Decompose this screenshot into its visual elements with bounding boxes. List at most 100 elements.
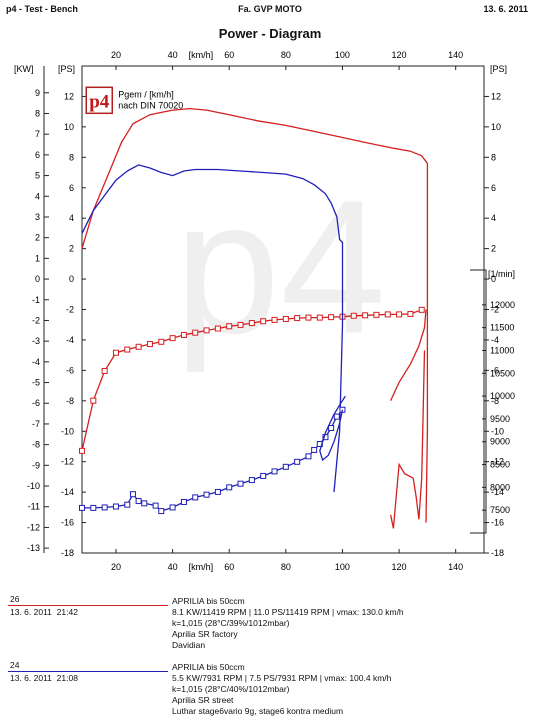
series-26-marker: [180, 331, 187, 338]
x-tick-label-top: 100: [335, 50, 350, 60]
ps-unit-label-left: [PS]: [58, 64, 75, 74]
kw-tick-label: 5: [35, 171, 40, 181]
ps-tick-label-right: 2: [491, 244, 496, 254]
kw-tick-label: 8: [35, 108, 40, 118]
header-right: 13. 6. 2011: [483, 4, 528, 14]
series-26-marker: [146, 341, 153, 348]
series-24-power-line: [81, 164, 344, 493]
series-24-rpm-line: [82, 409, 343, 512]
series-24-marker: [203, 491, 210, 498]
ps-tick-label-right: -6: [491, 365, 499, 375]
x-tick-label-top: 40: [168, 50, 178, 60]
series-26-marker: [396, 311, 403, 318]
ps-tick-label-left: -14: [61, 487, 74, 497]
kw-tick-label: 0: [35, 274, 40, 284]
ps-tick-label-right: 4: [491, 213, 496, 223]
kw-tick-label: -10: [27, 481, 40, 491]
kw-tick-label: 3: [35, 212, 40, 222]
ps-tick-label-right: -12: [491, 457, 504, 467]
rpm-unit-label: [1/min]: [488, 269, 515, 279]
series-24-marker: [124, 501, 131, 508]
legend-date-26: 13. 6. 2011 21:42: [10, 607, 78, 617]
ps-tick-label-left: 4: [69, 213, 74, 223]
series-24-marker: [305, 453, 312, 460]
kw-tick-label: -6: [32, 398, 40, 408]
kw-tick-label: -7: [32, 419, 40, 429]
x-tick-label-bottom: 60: [224, 562, 234, 572]
x-tick-label-bottom: 40: [168, 562, 178, 572]
rpm-axis-bracket: [470, 269, 487, 534]
ps-tick-label-left: 2: [69, 244, 74, 254]
rpm-tick-label: 12000: [490, 300, 515, 310]
rpm-tick-label: 10500: [490, 368, 515, 378]
x-tick-label-bottom: 20: [111, 562, 121, 572]
series-26-marker: [158, 338, 165, 345]
kw-tick-label: -9: [32, 460, 40, 470]
ps-tick-label-right: -2: [491, 305, 499, 315]
ps-tick-label-right: -10: [491, 426, 504, 436]
kw-tick-label: -8: [32, 440, 40, 450]
header-center: Fa. GVP MOTO: [238, 4, 302, 14]
series-24-marker: [141, 500, 148, 507]
series-24-marker: [214, 488, 221, 495]
logo-box: [85, 86, 113, 115]
rpm-tick-label: 11000: [490, 345, 514, 355]
series-26-marker: [328, 314, 335, 321]
kw-tick-label: -11: [28, 502, 40, 512]
ps-tick-label-left: -4: [66, 335, 74, 345]
series-26-marker: [226, 323, 233, 330]
chart-title: Power - Diagram: [218, 26, 322, 41]
kw-tick-label: -3: [32, 336, 40, 346]
ps-tick-label-left: 8: [69, 152, 74, 162]
rpm-tick-label: 11500: [490, 323, 514, 333]
series-24-marker: [158, 508, 165, 515]
series-26-marker: [112, 349, 119, 356]
series-26-marker: [214, 325, 221, 332]
ps-tick-label-right: -18: [491, 548, 504, 558]
series-24-marker: [294, 458, 301, 465]
series-24-marker: [135, 498, 142, 505]
series-26-marker: [79, 447, 85, 454]
ps-tick-label-right: 10: [491, 122, 501, 132]
ps-unit-label-right: [PS]: [490, 64, 507, 74]
ps-tick-label-right: 12: [491, 91, 501, 101]
ps-tick-label-left: -10: [61, 426, 74, 436]
rpm-tick-label: 9500: [490, 414, 510, 424]
legend-line-26: [8, 605, 168, 606]
ps-tick-label-left: -18: [61, 548, 74, 558]
legend-date-24: 13. 6. 2011 21:08: [10, 673, 78, 683]
x-tick-label-top: 120: [392, 50, 407, 60]
ps-tick-label-left: 12: [64, 91, 74, 101]
kw-tick-label: 7: [35, 129, 40, 139]
legend-details-26: APRILIA bis 50ccm 8.1 KW/11419 RPM | 11.…: [172, 596, 404, 650]
rpm-tick-label: 8000: [490, 482, 510, 492]
series-24-marker: [169, 504, 176, 511]
series-24-marker: [271, 468, 278, 475]
series-26-rpm-end-line: [390, 309, 427, 401]
logo-text: p4: [89, 91, 110, 112]
series-26-rpm-runout-line: [389, 350, 426, 529]
inset-line-2: nach DIN 70020: [118, 100, 183, 110]
series-24-marker: [282, 463, 289, 470]
rpm-tick-label: 10000: [490, 391, 515, 401]
series-24-marker: [226, 484, 233, 491]
series-26-marker: [350, 312, 357, 319]
series-26-marker: [169, 335, 176, 342]
x-tick-label-top: 140: [448, 50, 463, 60]
kw-tick-label: -1: [32, 295, 40, 305]
legend-line-24: [8, 671, 168, 672]
ps-tick-label-left: 6: [69, 183, 74, 193]
ps-tick-label-left: 0: [69, 274, 74, 284]
kw-tick-label: -2: [32, 315, 40, 325]
series-26-marker: [271, 316, 278, 323]
ps-tick-label-right: -8: [491, 396, 499, 406]
rpm-tick-label: 8500: [490, 460, 510, 470]
legend-details-24: APRILIA bis 50ccm 5.5 KW/7931 RPM | 7.5 …: [172, 662, 392, 716]
ps-tick-label-right: 0: [491, 274, 496, 284]
x-tick-label-bottom: 140: [448, 562, 463, 572]
ps-tick-label-right: -16: [491, 518, 504, 528]
series-26-marker: [282, 315, 289, 322]
kw-tick-label: 4: [35, 191, 40, 201]
series-24-marker: [101, 504, 108, 511]
